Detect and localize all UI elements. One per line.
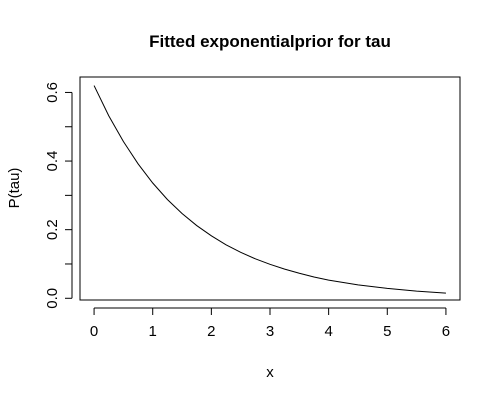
x-tick-label: 6 <box>442 323 450 340</box>
y-tick-label: 0.2 <box>44 219 61 240</box>
y-axis-label: P(tau) <box>6 168 23 209</box>
x-tick-label: 0 <box>90 323 98 340</box>
x-tick-label: 3 <box>266 323 274 340</box>
chart-title: Fitted exponentialprior for tau <box>149 32 391 51</box>
y-tick-label: 0.0 <box>44 288 61 309</box>
y-tick-label: 0.6 <box>44 82 61 103</box>
y-axis: 0.0 0.2 0.4 0.6 <box>44 82 73 309</box>
x-tick-label: 5 <box>383 323 391 340</box>
x-tick-label: 4 <box>324 323 332 340</box>
series-line <box>93 85 446 294</box>
y-tick-label: 0.4 <box>44 151 61 172</box>
x-axis: 0 1 2 3 4 5 6 <box>90 307 450 340</box>
x-tick-label: 2 <box>207 323 215 340</box>
plot-frame <box>79 76 461 301</box>
x-tick-label: 1 <box>149 323 157 340</box>
x-axis-label: x <box>266 364 274 381</box>
